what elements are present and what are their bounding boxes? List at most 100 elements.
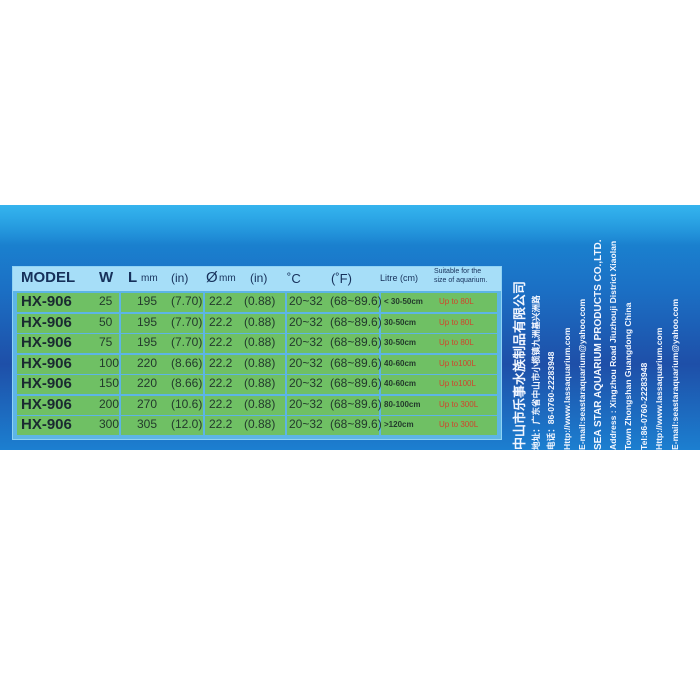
cell-model: HX-906	[21, 354, 72, 372]
header-dia: Ø	[206, 269, 218, 286]
table-cell-bg	[381, 395, 497, 415]
header-fahrenheit: (˚F)	[331, 271, 352, 286]
cell-d: 22.2	[209, 355, 233, 370]
table-cell-bg	[287, 395, 379, 415]
table-cell-bg	[121, 395, 203, 415]
cell-model: HX-906	[21, 313, 72, 331]
table-cell-bg	[205, 334, 285, 353]
cell-d: 22.2	[209, 335, 233, 349]
cell-c: 20~32	[289, 335, 323, 349]
cell-d: 22.2	[209, 314, 233, 329]
company-line: Town Zhongshan Guangdong China	[623, 302, 634, 450]
table-cell-bg	[205, 375, 285, 394]
header-dia-unit: mm	[219, 273, 236, 284]
cell-l: 270	[137, 396, 158, 411]
cell-cm: 30-50cm	[384, 317, 417, 327]
table-cell-bg	[17, 354, 119, 374]
cell-f: (68~89.6)	[330, 396, 382, 411]
table-cell-bg	[17, 395, 119, 415]
cell-w: 25	[99, 294, 113, 308]
table-cell-bg	[121, 375, 203, 394]
company-line: SEA STAR AQUARIUM PRODUCTS CO.,LTD.	[592, 239, 604, 450]
table-cell-bg	[205, 416, 285, 435]
cell-c: 20~32	[289, 294, 323, 308]
table-cell-bg	[381, 313, 497, 333]
table-cell-bg	[121, 293, 203, 312]
table-cell-bg	[17, 375, 119, 394]
cell-l-in: (10.6)	[171, 396, 203, 411]
cell-vol: Up to 80L	[439, 317, 474, 327]
table-row: HX-906 75 195 (7.70) 22.2 (0.88) 20~32 (68~89.6…	[17, 334, 497, 353]
company-line: E-mail:seastaraquarium@yahoo.com	[669, 298, 680, 450]
cell-l: 220	[137, 355, 158, 370]
cell-f: (68~89.6)	[330, 417, 382, 431]
cell-c: 20~32	[289, 396, 323, 411]
header-litre: Litre (cm)	[380, 273, 418, 283]
table-row: HX-906 100 220 (8.66) 22.2 (0.88) 20~32 (68~89.…	[17, 354, 497, 374]
table-cell-bg	[121, 416, 203, 435]
company-line: Address : Xingzhou Road Jiuzhouji Distri…	[608, 240, 619, 450]
cell-f: (68~89.6)	[330, 335, 382, 349]
table-cell-bg	[17, 416, 119, 435]
cell-model: HX-906	[21, 416, 72, 433]
cell-vol: Up to 80L	[439, 297, 474, 306]
company-line: Http://www.lassaquarium.com	[561, 327, 572, 450]
cell-model: HX-906	[21, 334, 72, 351]
table-cell-bg	[205, 313, 285, 333]
cell-l-in: (7.70)	[171, 294, 203, 308]
table-cell-bg	[287, 375, 379, 394]
table-cell-bg	[17, 293, 119, 312]
table-cell-bg	[121, 354, 203, 374]
cell-d: 22.2	[209, 396, 233, 411]
table-cell-bg	[287, 334, 379, 353]
cell-w: 50	[99, 314, 113, 329]
table-row: HX-906 25 195 (7.70) 22.2 (0.88) 20~32 (68~89.6…	[17, 293, 497, 312]
cell-w: 100	[99, 355, 120, 370]
cell-l-in: (7.70)	[171, 335, 203, 349]
header-celsius: ˚C	[287, 271, 301, 286]
table-cell-bg	[381, 416, 497, 435]
table-row: HX-906 300 305 (12.0) 22.2 (0.88) 20~32 (68~89.…	[17, 416, 497, 435]
cell-d-in: (0.88)	[244, 314, 276, 329]
table-cell-bg	[205, 293, 285, 312]
header-l-unit: mm	[141, 273, 158, 284]
cell-l: 195	[137, 314, 158, 329]
cell-cm: < 30-50cm	[384, 297, 423, 306]
table-cell-bg	[287, 313, 379, 333]
cell-cm: 80-100cm	[384, 399, 421, 409]
cell-vol: Up to 80L	[439, 338, 474, 347]
table-row: HX-906 200 270 (10.6) 22.2 (0.88) 20~32 (68~89.…	[17, 395, 497, 415]
cell-vol: Up to 300L	[439, 420, 479, 429]
table-cell-bg	[381, 293, 497, 312]
cell-l-in: (8.66)	[171, 355, 203, 370]
cell-d-in: (0.88)	[244, 376, 276, 390]
table-cell-bg	[205, 354, 285, 374]
cell-d-in: (0.88)	[244, 335, 276, 349]
header-model: MODEL	[21, 269, 76, 286]
cell-d: 22.2	[209, 417, 233, 431]
table-row: HX-906 150 220 (8.66) 22.2 (0.88) 20~32 (68~89.…	[17, 375, 497, 394]
cell-w: 200	[99, 396, 120, 411]
table-cell-bg	[17, 334, 119, 353]
cell-l-in: (8.66)	[171, 376, 203, 390]
cell-model: HX-906	[21, 293, 72, 310]
cell-c: 20~32	[289, 376, 323, 390]
cell-cm: >120cm	[384, 420, 414, 429]
table-cell-bg	[205, 395, 285, 415]
cell-f: (68~89.6)	[330, 314, 382, 329]
cell-l-in: (12.0)	[171, 417, 203, 431]
table-cell-bg	[17, 313, 119, 333]
cell-d-in: (0.88)	[244, 396, 276, 411]
cell-l: 195	[137, 294, 158, 308]
company-line: Tel:86-0760-22283948	[638, 362, 649, 450]
cell-f: (68~89.6)	[330, 376, 382, 390]
cell-vol: Up to100L	[439, 358, 476, 368]
header-suitable-1: Suitable for the	[434, 268, 482, 275]
table-header: MODEL W L mm (in) Ø mm (in) ˚C (˚F) Litr…	[13, 267, 501, 291]
cell-cm: 40-60cm	[384, 379, 417, 388]
cell-cm: 40-60cm	[384, 358, 417, 368]
cell-l: 220	[137, 376, 158, 390]
cell-c: 20~32	[289, 355, 323, 370]
cell-l-in: (7.70)	[171, 314, 203, 329]
header-suitable-2: size of aquarium.	[434, 277, 488, 284]
